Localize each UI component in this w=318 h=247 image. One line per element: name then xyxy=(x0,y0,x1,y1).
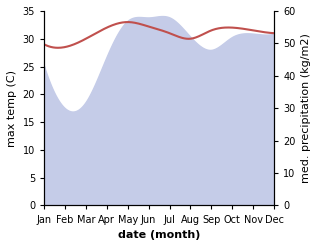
Y-axis label: med. precipitation (kg/m2): med. precipitation (kg/m2) xyxy=(301,33,311,183)
X-axis label: date (month): date (month) xyxy=(118,230,200,240)
Y-axis label: max temp (C): max temp (C) xyxy=(7,70,17,147)
